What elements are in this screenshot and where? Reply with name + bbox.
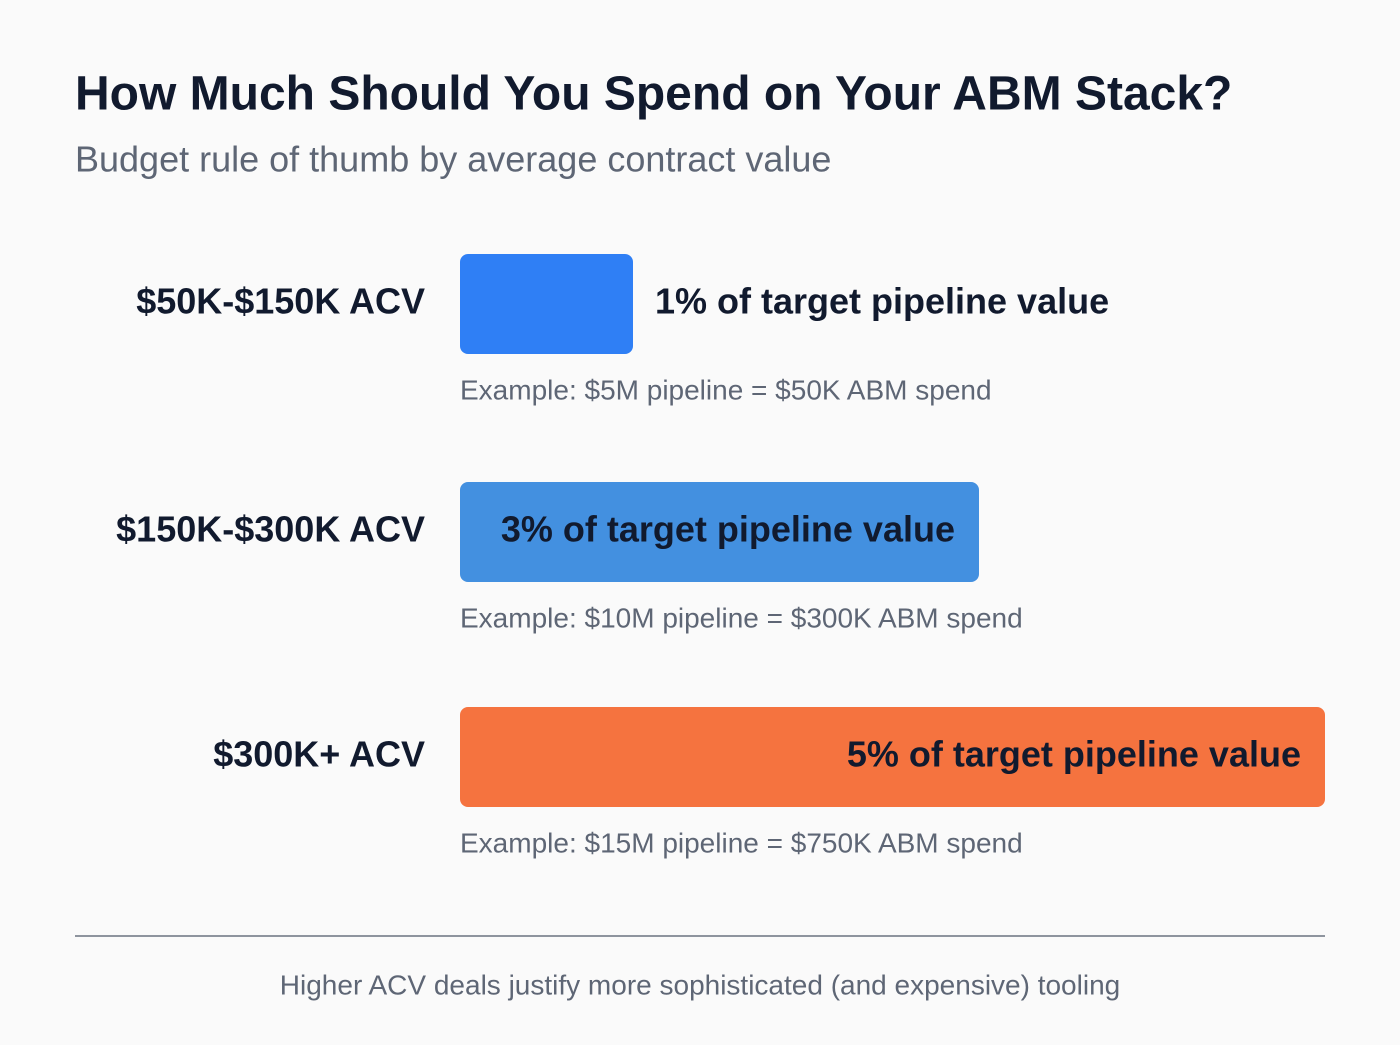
- annotation: Example: $15M pipeline = $750K ABM spend: [460, 827, 1023, 858]
- bar: [460, 707, 1325, 807]
- footnote: Higher ACV deals justify more sophistica…: [280, 969, 1120, 1000]
- category-label: $150K-$300K ACV: [116, 509, 425, 550]
- value-label: 5% of target pipeline value: [847, 734, 1301, 775]
- bar: [460, 482, 979, 582]
- chart-subtitle: Budget rule of thumb by average contract…: [75, 139, 831, 180]
- value-label: 3% of target pipeline value: [501, 509, 955, 550]
- value-label: 1% of target pipeline value: [655, 281, 1109, 322]
- chart-title: How Much Should You Spend on Your ABM St…: [75, 68, 1232, 121]
- annotation: Example: $10M pipeline = $300K ABM spend: [460, 602, 1023, 633]
- annotation: Example: $5M pipeline = $50K ABM spend: [460, 374, 992, 405]
- category-label: $300K+ ACV: [213, 734, 425, 775]
- bar: [460, 254, 633, 354]
- category-label: $50K-$150K ACV: [136, 281, 425, 322]
